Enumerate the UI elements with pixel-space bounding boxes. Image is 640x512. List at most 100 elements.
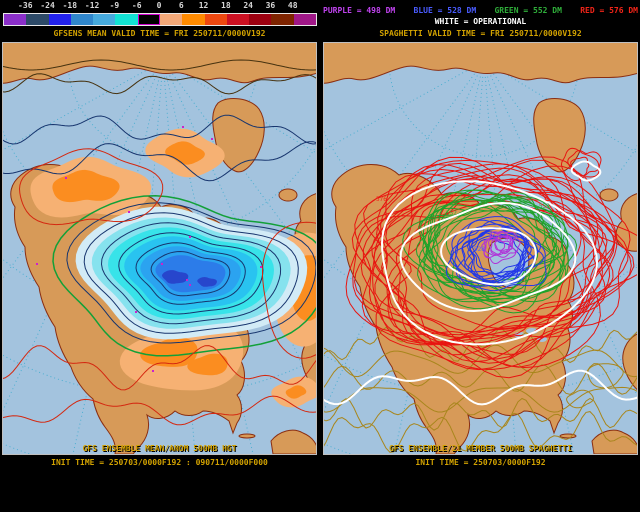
spaghetti-khaki-group: [324, 326, 637, 453]
station-mark: [128, 211, 130, 213]
colorbar-segment: [159, 14, 183, 25]
contour-value-label: 498: [505, 236, 516, 243]
legend-white-operational: WHITE = OPERATIONAL: [434, 17, 527, 26]
white-operational: [324, 369, 637, 406]
colorbar-segment: [182, 14, 205, 25]
colorbar-label: -36: [18, 1, 33, 10]
colorbar-segment: [249, 14, 272, 25]
negative-anomaly-core: [162, 270, 189, 284]
khaki-member-loop: [587, 363, 624, 389]
spaghetti-red-576-member: [386, 178, 603, 345]
spaghetti-contour-labels: 498 528 552 552 576 576: [376, 196, 605, 299]
station-mark: [186, 279, 188, 281]
spaghetti-map-svg: 498 528 552 552 576 576: [324, 43, 637, 454]
negative-anomaly-core: [197, 277, 217, 287]
colorbar-label: 48: [287, 1, 298, 10]
operational-white-contours: [324, 160, 637, 406]
colorbar-label: 6: [178, 1, 184, 10]
red-contour: [3, 395, 316, 426]
colorbar-label: 0: [156, 1, 162, 10]
height-contour-open: [3, 141, 316, 182]
station-mark: [65, 177, 67, 179]
white-operational: [380, 180, 599, 346]
khaki-member-line: [324, 397, 637, 431]
left-caption-product: GFS ENSEMBLE MEAN/ANOM 500MB HGT: [82, 444, 237, 453]
right-caption-product: GFS ENSEMBLE/21 MEMBER 500MB SPAGHETTI: [388, 444, 573, 453]
height-contour-ring: [135, 242, 246, 305]
colorbar-segment: [137, 14, 160, 25]
white-operational: [399, 201, 577, 313]
left-map-frame: GFS ENSEMBLE MEAN/ANOM 500MB HGT: [2, 42, 317, 455]
spaghetti-red-576: [345, 156, 637, 379]
colorbar-segment: [115, 14, 138, 25]
colorbar-label: 36: [265, 1, 276, 10]
mean-height-contours: [3, 59, 316, 344]
colorbar-label: 12: [198, 1, 209, 10]
anomaly-overlays: [3, 59, 316, 426]
colorbar-segment: [70, 14, 94, 25]
colorbar-segment: [93, 14, 116, 25]
colorbar-segment: [26, 14, 49, 25]
spaghetti-purple-498-member: [490, 230, 521, 258]
spaghetti-green-552-member: [427, 198, 566, 314]
spaghetti-red-576-member: [351, 163, 631, 360]
station-mark: [211, 138, 213, 140]
khaki-member-line: [324, 411, 637, 453]
station-mark: [135, 311, 137, 313]
station-mark: [260, 266, 262, 268]
station-mark: [189, 284, 191, 286]
red-contour: [3, 345, 316, 391]
colorbar-label: 18: [221, 1, 231, 10]
positive-anomaly-fill: [187, 353, 228, 376]
station-mark: [36, 263, 38, 265]
right-map-title: SPAGHETTI VALID TIME = FRI 250711/0000V1…: [379, 29, 582, 38]
spaghetti-purple-498: [481, 230, 521, 264]
contour-value-label: 576: [594, 292, 605, 299]
station-marks: [36, 126, 262, 372]
spaghetti-purple-498-member: [483, 236, 517, 264]
contour-value-label: 576: [376, 196, 387, 203]
landmass-south-america: [270, 429, 316, 454]
spaghetti-red-576-member: [375, 159, 635, 371]
spaghetti-red-576-member: [380, 156, 611, 356]
positive-anomaly-fill: [52, 169, 120, 203]
anomaly-colorbar: [3, 13, 317, 26]
spaghetti-blue-528-member: [445, 216, 542, 287]
spaghetti-red-576-member: [381, 199, 604, 346]
landmass-cuba: [238, 433, 256, 439]
landmass-iceland: [278, 188, 298, 202]
spaghetti-purple-498-member: [494, 235, 514, 255]
white-operational: [440, 227, 537, 286]
colorbar-labels: -36 -24 -18 -12 -9 -6 0 6 12 18 24 36 48: [0, 1, 319, 12]
colorbar-segment: [271, 14, 294, 25]
spaghetti-red-576-member: [388, 201, 614, 338]
red-contour-ring: [262, 221, 316, 359]
contour-552-green: [52, 194, 316, 357]
station-mark: [161, 263, 163, 265]
contour-value-label: 552: [446, 210, 457, 217]
green-contour: [52, 194, 316, 357]
height-contour-ring: [118, 232, 264, 315]
spaghetti-green-552-member: [422, 194, 563, 291]
height-contour-north: [3, 59, 316, 71]
spaghetti-red-north-member: [570, 156, 590, 177]
spaghetti-green-552-member: [415, 189, 567, 303]
spaghetti-blue-528-member: [450, 219, 547, 292]
positive-anomaly-fill: [140, 337, 198, 367]
spaghetti-red-576-member: [345, 179, 598, 355]
colorbar-segment: [226, 14, 250, 25]
landmass-eurasia: [3, 43, 316, 84]
colorbar-segment: [293, 14, 316, 25]
white-operational: [570, 160, 602, 182]
spaghetti-blue-528-member: [461, 232, 522, 278]
left-panel-mean-anomaly: -36 -24 -18 -12 -9 -6 0 6 12 18 24 36 48 GFSENS MEAN…: [0, 0, 319, 512]
colorbar-label: 24: [243, 1, 253, 10]
station-mark: [152, 370, 154, 372]
height-contour-ring: [83, 212, 299, 334]
landmass-greenland: [212, 97, 265, 173]
height-contour-ring: [66, 202, 316, 344]
colorbar-segment: [48, 14, 71, 25]
spaghetti-red-576-member: [371, 159, 615, 368]
colorbar-segment: [204, 14, 227, 25]
spaghetti-legend: PURPLE = 498 DM BLUE = 528 DM GREEN = 552 …: [323, 6, 638, 15]
